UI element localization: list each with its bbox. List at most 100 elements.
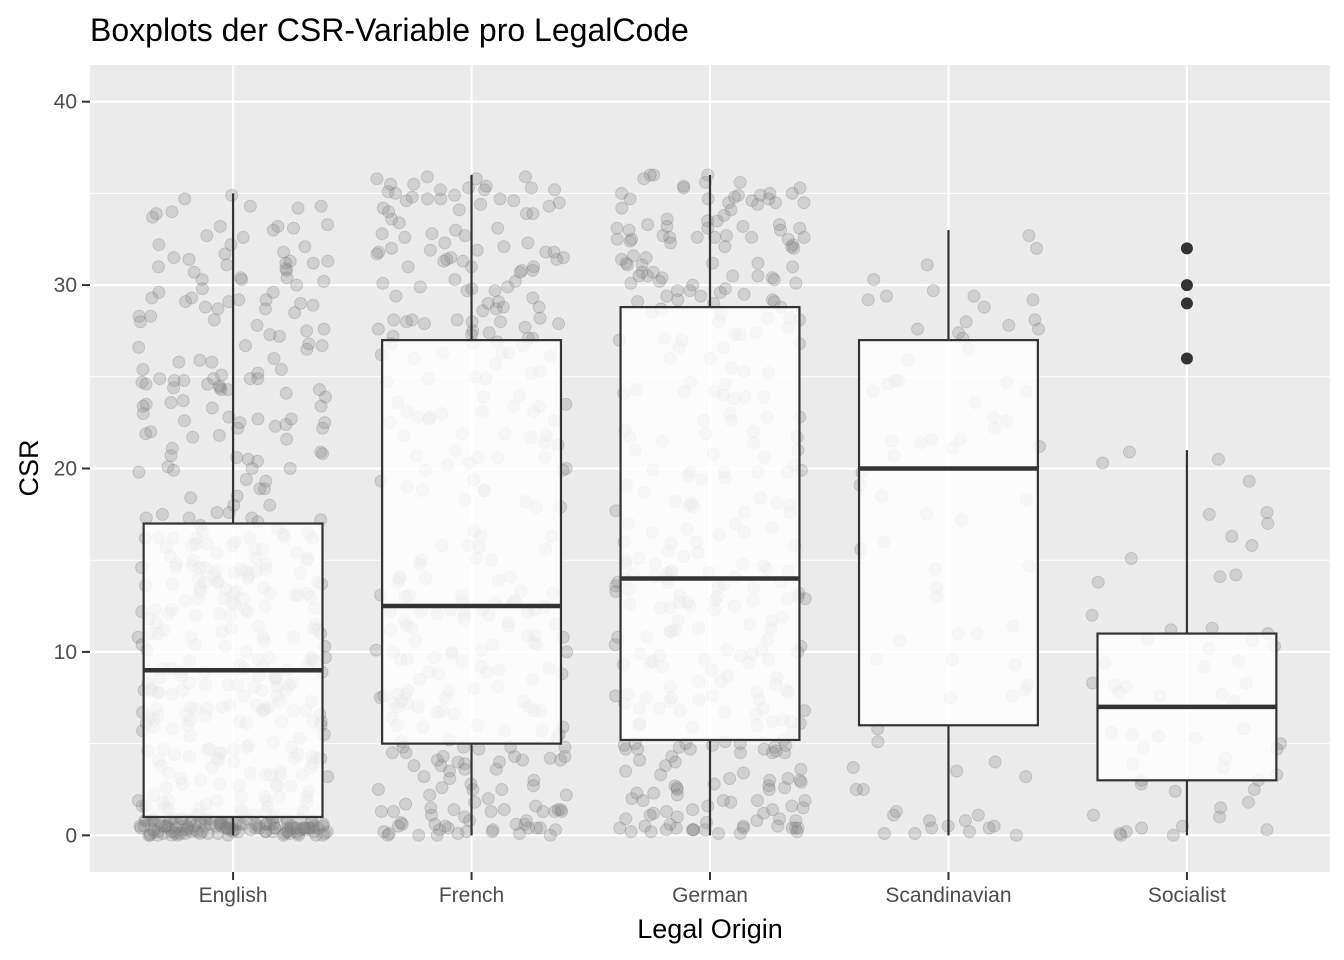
jitter-point [548, 805, 562, 818]
jitter-point [762, 192, 776, 206]
jitter-point [1260, 506, 1274, 519]
jitter-point [646, 265, 660, 279]
jitter-point [551, 803, 565, 817]
jitter-point [677, 179, 690, 193]
jitter-point [142, 828, 156, 842]
jitter-point [298, 823, 312, 837]
jitter-point [501, 280, 515, 294]
jitter-point [763, 186, 777, 200]
jitter-point [449, 223, 463, 237]
jitter-point [766, 803, 779, 817]
jitter-point [1032, 322, 1045, 336]
jitter-point [266, 223, 280, 237]
jitter-point [920, 258, 934, 272]
jitter-point [785, 186, 799, 200]
jitter-point [653, 274, 666, 288]
jitter-point [474, 197, 488, 211]
jitter-point [757, 742, 771, 756]
jitter-point [631, 742, 645, 756]
jitter-point [371, 322, 385, 336]
jitter-point [532, 300, 546, 314]
jitter-point [314, 445, 328, 459]
jitter-point [283, 254, 297, 268]
jitter-point [554, 753, 568, 767]
jitter-point [710, 214, 724, 228]
jitter-point [230, 489, 244, 503]
jitter-point [172, 355, 186, 369]
jitter-point [167, 251, 181, 265]
outlier-point [1180, 279, 1193, 292]
jitter-point [279, 256, 293, 270]
jitter-point [492, 755, 506, 769]
jitter-point [643, 168, 657, 182]
jitter-point [437, 254, 451, 268]
jitter-point [624, 825, 638, 839]
jitter-point [527, 779, 540, 793]
jitter-point [660, 805, 673, 818]
jitter-point [786, 238, 800, 252]
jitter-point [239, 473, 253, 486]
jitter-point [690, 230, 704, 244]
jitter-point [786, 260, 800, 274]
jitter-point [526, 291, 540, 305]
jitter-point [277, 245, 291, 259]
jitter-point [309, 828, 323, 842]
jitter-point [469, 172, 483, 186]
jitter-point [621, 258, 634, 272]
jitter-point [178, 192, 192, 206]
jitter-point [195, 273, 209, 287]
jitter-point [167, 381, 181, 395]
jitter-point [635, 258, 649, 272]
jitter-point [1213, 570, 1227, 584]
jitter-point [136, 363, 150, 376]
jitter-point [533, 311, 547, 325]
jitter-point [276, 828, 290, 842]
jitter-point [1242, 474, 1256, 488]
jitter-point [222, 295, 236, 309]
jitter-point [185, 291, 199, 305]
jitter-point [737, 287, 751, 301]
jitter-point [154, 819, 168, 833]
jitter-point [245, 462, 259, 475]
jitter-point [643, 808, 657, 822]
jitter-point [147, 823, 161, 837]
jitter-point [794, 762, 808, 776]
jitter-point [315, 339, 329, 353]
jitter-point [668, 779, 682, 793]
jitter-point [284, 819, 298, 833]
jitter-point [665, 750, 679, 763]
jitter-point [1202, 507, 1216, 521]
jitter-point [797, 230, 811, 244]
jitter-point [253, 821, 266, 835]
jitter-point [610, 232, 624, 246]
boxes [142, 175, 1278, 836]
jitter-point [543, 828, 557, 842]
jitter-point [791, 821, 805, 835]
jitter-point [771, 819, 785, 833]
jitter-point [279, 386, 293, 400]
jitter-point [481, 792, 495, 806]
jitter-point [615, 252, 629, 266]
jitter-point [281, 825, 295, 839]
jitter-point [484, 805, 498, 818]
jitter-point [253, 482, 267, 496]
jitter-point [737, 766, 750, 780]
jitter-point [317, 322, 331, 336]
jitter-point [213, 817, 227, 831]
jitter-point [1096, 456, 1110, 470]
jitter-point [488, 284, 502, 298]
jitter-point [198, 819, 212, 833]
jitter-point [608, 638, 622, 652]
jitter-point [164, 449, 178, 463]
jitter-point [288, 306, 302, 320]
jitter-point [278, 827, 292, 840]
jitter-point [656, 229, 670, 243]
jitter-point [660, 212, 674, 226]
jitter-point [156, 827, 170, 840]
jitter-point [670, 788, 684, 802]
jitter-point [686, 823, 700, 837]
jitter-point [316, 819, 330, 833]
jitter-point [765, 271, 779, 285]
jitter-point [448, 188, 461, 202]
jitter-point [751, 794, 764, 807]
